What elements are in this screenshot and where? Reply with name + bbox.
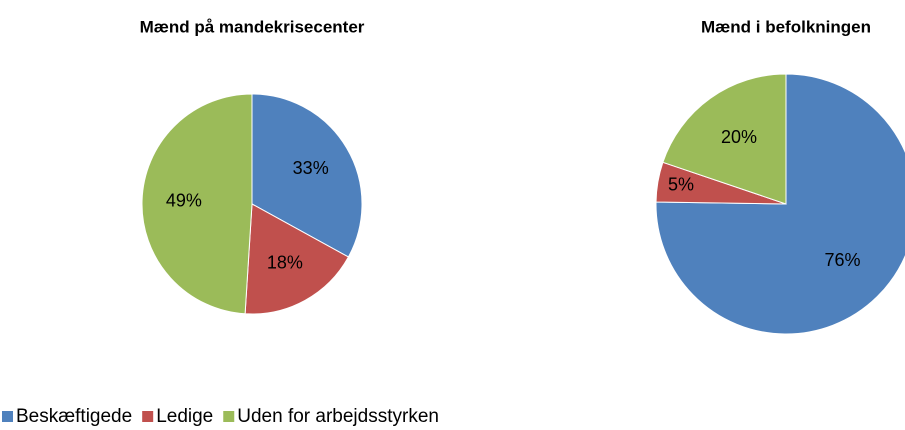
- pie-slice: [244, 203, 350, 315]
- legend-label: Ledige: [156, 406, 213, 427]
- chart-title: Mænd i befolkningen: [701, 17, 871, 36]
- data-label: 18%: [267, 253, 303, 273]
- pie-slice: [141, 93, 253, 315]
- legend-label: Beskæftigede: [16, 406, 132, 427]
- legend-swatch: [223, 411, 235, 422]
- data-label: 49%: [166, 191, 202, 211]
- data-label: 5%: [668, 175, 694, 195]
- pie-slice: [662, 73, 787, 205]
- data-label: 33%: [293, 158, 329, 178]
- data-label: 76%: [825, 250, 861, 270]
- pie-slice: [251, 93, 363, 258]
- legend-label: Uden for arbejdsstyrken: [237, 406, 439, 427]
- chart-title: Mænd på mandekrisecenter: [140, 17, 365, 36]
- legend-swatch: [2, 411, 13, 422]
- legend-swatch: [142, 411, 154, 422]
- data-label: 20%: [721, 127, 757, 147]
